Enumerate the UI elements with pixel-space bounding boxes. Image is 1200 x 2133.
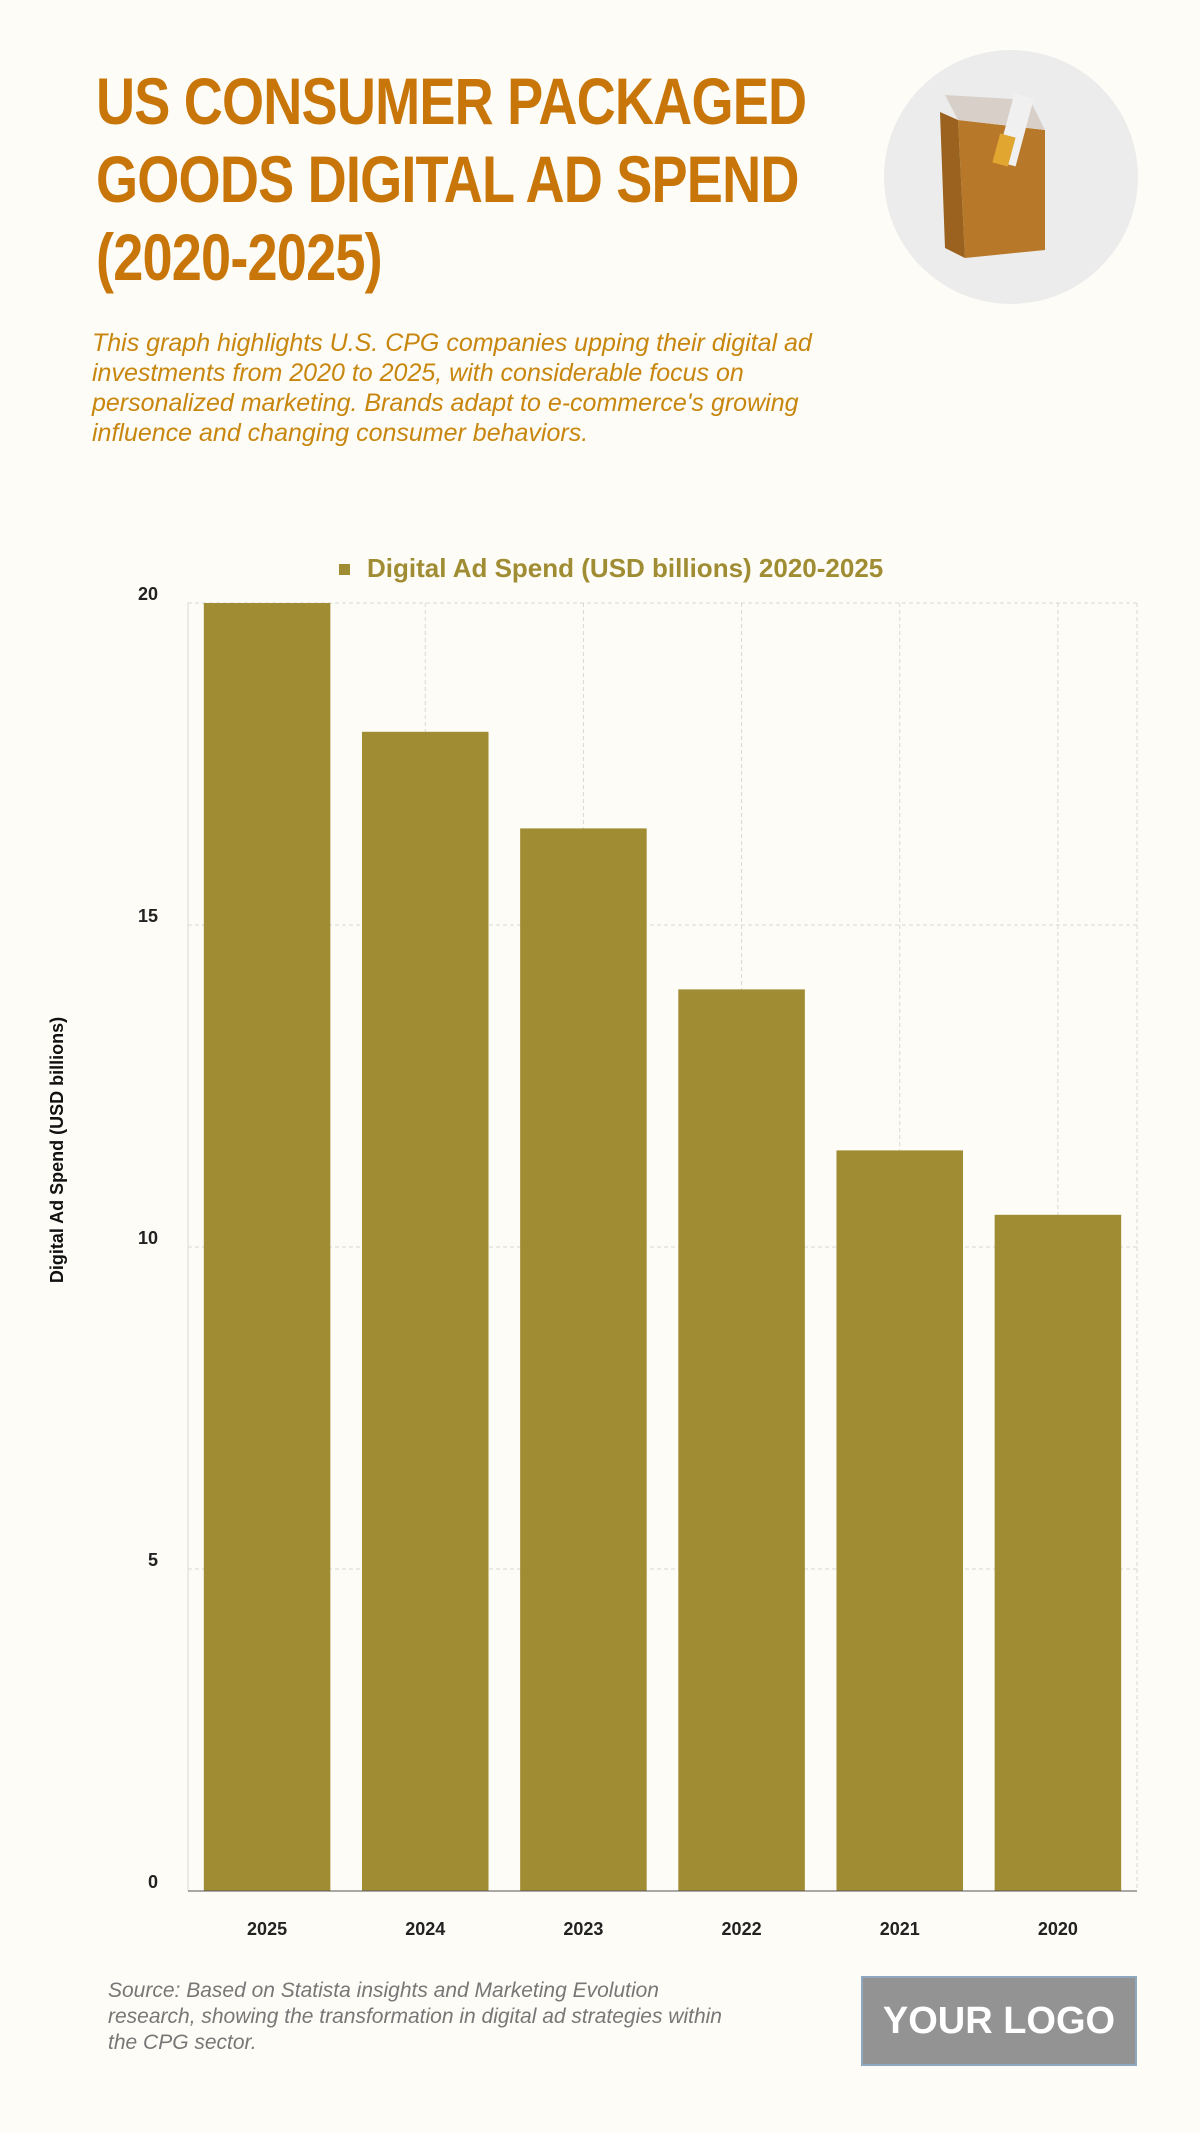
logo: YOUR LOGO xyxy=(861,1976,1137,2066)
legend-swatch xyxy=(339,564,350,575)
bar xyxy=(520,828,647,1891)
y-tick-label: 0 xyxy=(148,1872,158,1892)
legend-label: Digital Ad Spend (USD billions) 2020-202… xyxy=(367,553,883,583)
bar xyxy=(678,989,805,1891)
x-tick-label: 2021 xyxy=(880,1919,920,1939)
y-tick-label: 20 xyxy=(138,584,158,604)
bar xyxy=(836,1150,964,1891)
y-axis-label: Digital Ad Spend (USD billions) xyxy=(47,1017,67,1283)
bar xyxy=(994,1214,1122,1891)
chart-subtitle: This graph highlights U.S. CPG companies… xyxy=(92,329,812,447)
y-tick-label: 15 xyxy=(138,906,158,926)
bar xyxy=(361,731,489,1891)
bar xyxy=(203,603,331,1891)
x-tick-label: 2025 xyxy=(247,1919,287,1939)
source-note: Source: Based on Statista insights and M… xyxy=(108,1979,722,2054)
x-tick-label: 2022 xyxy=(722,1919,762,1939)
product-image xyxy=(884,50,1138,304)
y-tick-label: 10 xyxy=(138,1228,158,1248)
x-tick-label: 2024 xyxy=(405,1919,445,1939)
x-tick-label: 2023 xyxy=(563,1919,603,1939)
x-tick-label: 2020 xyxy=(1038,1919,1078,1939)
y-tick-label: 5 xyxy=(148,1550,158,1570)
chart-title: US CONSUMER PACKAGED GOODS DIGITAL AD SP… xyxy=(96,64,807,294)
